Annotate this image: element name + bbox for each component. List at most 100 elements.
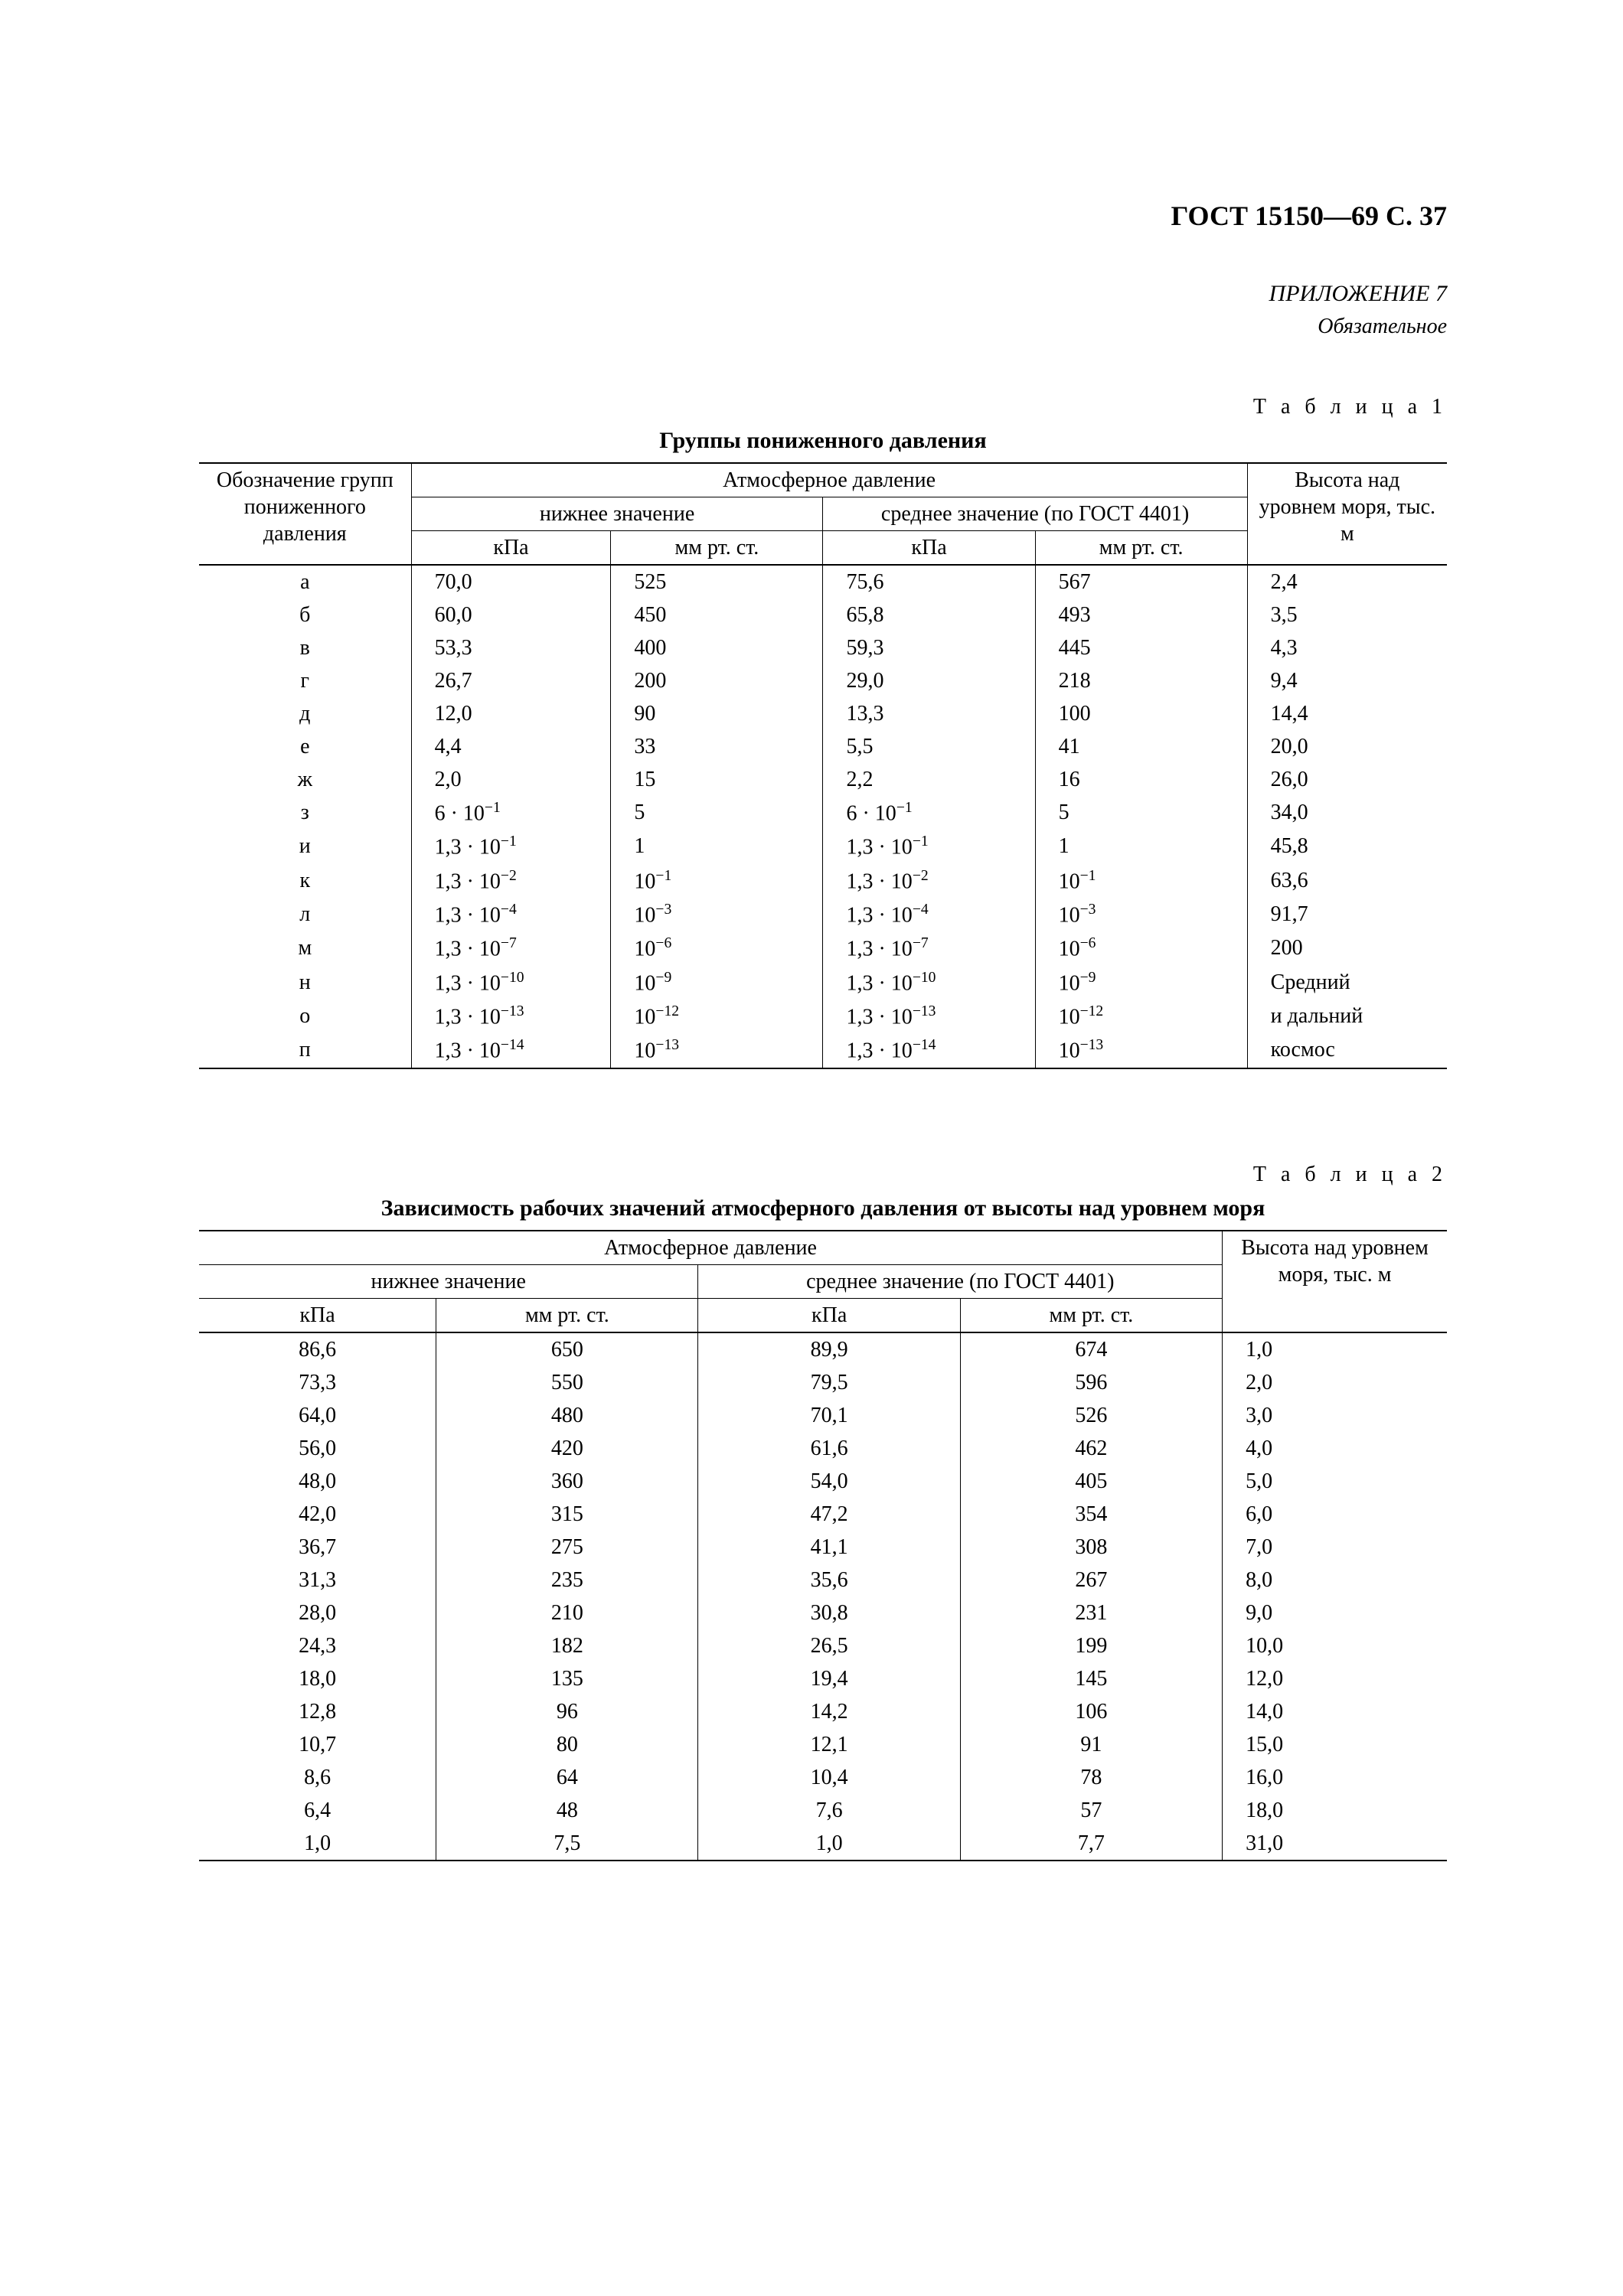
table-cell: 493: [1035, 598, 1247, 631]
table-cell: 16,0: [1223, 1761, 1447, 1794]
table-cell: 56,0: [199, 1432, 436, 1465]
document-page: ГОСТ 15150—69 С. 37 ПРИЛОЖЕНИЕ 7 Обязате…: [0, 0, 1623, 2296]
table-cell: 24,3: [199, 1629, 436, 1662]
table-cell: 2,4: [1247, 565, 1447, 598]
table-cell: 18,0: [199, 1662, 436, 1695]
t1-h-low: нижнее значение: [411, 497, 823, 531]
t1-h-group: Обозначение групп пониженного давления: [199, 463, 411, 565]
table-cell: 8,6: [199, 1761, 436, 1794]
table-cell: 10−3: [1035, 898, 1247, 931]
table-cell: 57: [960, 1794, 1222, 1827]
t1-h-mm2: мм рт. ст.: [1035, 531, 1247, 566]
table-cell: 1,3 · 10−4: [411, 898, 611, 931]
table-cell: 70,0: [411, 565, 611, 598]
table-cell: 315: [436, 1498, 698, 1531]
table-cell: 405: [960, 1465, 1222, 1498]
table-cell: 53,3: [411, 631, 611, 664]
table-cell: 3,5: [1247, 598, 1447, 631]
table-cell: 96: [436, 1695, 698, 1728]
table-cell: 41: [1035, 730, 1247, 763]
table-cell: е: [199, 730, 411, 763]
table-cell: 10,7: [199, 1728, 436, 1761]
t2-h-kpa1: кПа: [199, 1299, 436, 1333]
table-cell: 231: [960, 1596, 1222, 1629]
table2-head: Атмосферное давление Высота над уровнем …: [199, 1231, 1447, 1332]
table2-title: Зависимость рабочих значений атмосферног…: [199, 1194, 1447, 1223]
table-cell: 182: [436, 1629, 698, 1662]
table1-title: Группы пониженного давления: [199, 426, 1447, 455]
table-cell: 14,4: [1247, 697, 1447, 730]
table-cell: 526: [960, 1399, 1222, 1432]
table-cell: 10,0: [1223, 1629, 1447, 1662]
table-cell: 73,3: [199, 1366, 436, 1399]
table2: Атмосферное давление Высота над уровнем …: [199, 1230, 1447, 1861]
table-cell: 354: [960, 1498, 1222, 1531]
table-cell: 275: [436, 1531, 698, 1564]
appendix-status: Обязательное: [199, 313, 1447, 340]
table-cell: 26,7: [411, 664, 611, 697]
t2-h-alt: Высота над уровнем моря, тыс. м: [1223, 1231, 1447, 1332]
table-cell: 145: [960, 1662, 1222, 1695]
table-cell: 1,3 · 10−14: [823, 1033, 1035, 1068]
page-header: ГОСТ 15150—69 С. 37: [199, 199, 1447, 233]
table-cell: 18,0: [1223, 1794, 1447, 1827]
t1-h-mm1: мм рт. ст.: [611, 531, 823, 566]
table-cell: 6 · 10−1: [823, 796, 1035, 830]
table-cell: 28,0: [199, 1596, 436, 1629]
t2-h-avg: среднее значение (по ГОСТ 4401): [698, 1265, 1223, 1299]
table-cell: 480: [436, 1399, 698, 1432]
table-cell: 135: [436, 1662, 698, 1695]
table-row: а70,052575,65672,4: [199, 565, 1447, 598]
table-cell: 106: [960, 1695, 1222, 1728]
table-cell: г: [199, 664, 411, 697]
table-row: 36,727541,13087,0: [199, 1531, 1447, 1564]
table-row: з6 · 10−156 · 10−1534,0: [199, 796, 1447, 830]
table-cell: 35,6: [698, 1564, 960, 1596]
table-cell: 42,0: [199, 1498, 436, 1531]
table1: Обозначение групп пониженного давления А…: [199, 462, 1447, 1069]
table-cell: 9,0: [1223, 1596, 1447, 1629]
table-cell: 86,6: [199, 1332, 436, 1366]
table-cell: 70,1: [698, 1399, 960, 1432]
table-cell: 1,0: [199, 1827, 436, 1861]
table-cell: 54,0: [698, 1465, 960, 1498]
table-cell: 7,6: [698, 1794, 960, 1827]
table-cell: 59,3: [823, 631, 1035, 664]
table-cell: 200: [1247, 931, 1447, 965]
table-cell: 41,1: [698, 1531, 960, 1564]
table-cell: 64,0: [199, 1399, 436, 1432]
table-cell: 6,0: [1223, 1498, 1447, 1531]
table-row: 10,78012,19115,0: [199, 1728, 1447, 1761]
table-cell: д: [199, 697, 411, 730]
table-cell: 5,5: [823, 730, 1035, 763]
table-cell: 12,8: [199, 1695, 436, 1728]
table-cell: 4,0: [1223, 1432, 1447, 1465]
table-cell: 1: [611, 830, 823, 863]
t1-h-alt: Высота над уровнем моря, тыс. м: [1247, 463, 1447, 565]
table-row: 28,021030,82319,0: [199, 1596, 1447, 1629]
table-cell: 26,5: [698, 1629, 960, 1662]
table-cell: 1,3 · 10−14: [411, 1033, 611, 1068]
t2-h-mm2: мм рт. ст.: [960, 1299, 1222, 1333]
table-cell: 47,2: [698, 1498, 960, 1531]
table-cell: и дальний: [1247, 1000, 1447, 1033]
table-cell: 360: [436, 1465, 698, 1498]
table-cell: в: [199, 631, 411, 664]
table-cell: з: [199, 796, 411, 830]
table-cell: 450: [611, 598, 823, 631]
table-cell: 29,0: [823, 664, 1035, 697]
table-cell: 26,0: [1247, 763, 1447, 796]
table-row: л1,3 · 10−410−31,3 · 10−410−391,7: [199, 898, 1447, 931]
table-cell: 4,3: [1247, 631, 1447, 664]
table-cell: б: [199, 598, 411, 631]
table-row: 56,042061,64624,0: [199, 1432, 1447, 1465]
table-cell: п: [199, 1033, 411, 1068]
table-cell: 64: [436, 1761, 698, 1794]
table-cell: 210: [436, 1596, 698, 1629]
table-cell: 79,5: [698, 1366, 960, 1399]
table-cell: космос: [1247, 1033, 1447, 1068]
table-row: д12,09013,310014,4: [199, 697, 1447, 730]
table-row: 1,07,51,07,731,0: [199, 1827, 1447, 1861]
table-cell: 60,0: [411, 598, 611, 631]
t2-h-low: нижнее значение: [199, 1265, 698, 1299]
